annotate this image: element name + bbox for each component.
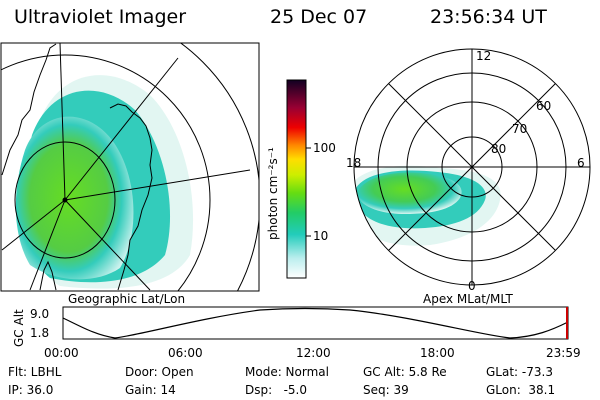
polar-map-panel: 12 18 6 0 60 70 80	[346, 48, 591, 293]
mlt-label-12: 12	[476, 49, 491, 63]
info-dsp: Dsp: -5.0	[245, 383, 307, 397]
continent-outline	[39, 260, 57, 291]
orbit-x-label: 06:00	[168, 346, 203, 360]
info-door: Door: Open	[125, 365, 194, 379]
mlt-label-18: 18	[346, 156, 361, 170]
info-mode: Mode: Normal	[245, 365, 329, 379]
colorbar-tick-label: 10	[313, 229, 328, 243]
info-filter: Flt: LBHL	[8, 365, 62, 379]
orbit-y-label-min: 1.8	[30, 326, 49, 340]
orbit-axis-label: GC Alt	[12, 309, 26, 347]
geo-frame	[0, 42, 260, 292]
geo-meridian	[64, 199, 151, 291]
continent-outline	[109, 103, 153, 291]
page-title: Ultraviolet Imager	[14, 6, 187, 28]
instrument-info: Flt: LBHL Door: Open Mode: Normal GC Alt…	[8, 365, 555, 397]
info-glat: GLat: -73.3	[486, 365, 553, 379]
colorbar-scale	[286, 79, 307, 279]
geo-meridian	[59, 43, 66, 201]
colorbar-unit-label: photon cm⁻²s⁻¹	[266, 147, 280, 240]
geo-meridian	[64, 57, 179, 201]
orbit-x-label: 23:59	[546, 346, 581, 360]
mlat-label-80: 80	[491, 142, 506, 156]
polar-panel-label: Apex MLat/MLT	[423, 292, 513, 306]
orbit-x-label: 18:00	[420, 346, 455, 360]
mlat-label-70: 70	[512, 122, 527, 136]
geo-meridian	[29, 199, 66, 291]
orbit-altitude-curve	[62, 307, 569, 339]
date-label: 25 Dec 07	[270, 6, 368, 28]
orbit-x-label: 00:00	[44, 346, 79, 360]
geo-pole-marker	[62, 197, 68, 203]
info-gc-alt: GC Alt: 5.8 Re	[363, 365, 447, 379]
info-gain: Gain: 14	[125, 383, 176, 397]
orbit-altitude-plot: 9.0 1.8 GC Alt 00:00 06:00 12:00 18:00 2…	[12, 306, 581, 360]
colorbar-tick-label: 100	[313, 141, 336, 155]
time-label: 23:56:34 UT	[430, 6, 547, 28]
geo-latitude-circle	[14, 141, 116, 259]
geo-panel-label: Geographic Lat/Lon	[68, 292, 185, 306]
orbit-y-label-max: 9.0	[30, 307, 49, 321]
info-seq: Seq: 39	[363, 383, 409, 397]
mlt-label-6: 6	[577, 156, 585, 170]
mlt-label-0: 0	[468, 279, 476, 293]
continent-outline	[1, 43, 57, 176]
info-glon: GLon: 38.1	[486, 383, 555, 397]
info-ip: IP: 36.0	[8, 383, 53, 397]
mlat-label-60: 60	[536, 99, 551, 113]
colorbar: 100 10 photon cm⁻²s⁻¹	[266, 79, 336, 279]
geo-map-panel	[0, 42, 260, 292]
geo-latitude-circle	[1, 54, 211, 291]
polar-meridian-diag	[388, 83, 556, 251]
orbit-x-label: 12:00	[296, 346, 331, 360]
geo-meridian	[64, 169, 251, 201]
geo-meridian	[1, 199, 66, 251]
